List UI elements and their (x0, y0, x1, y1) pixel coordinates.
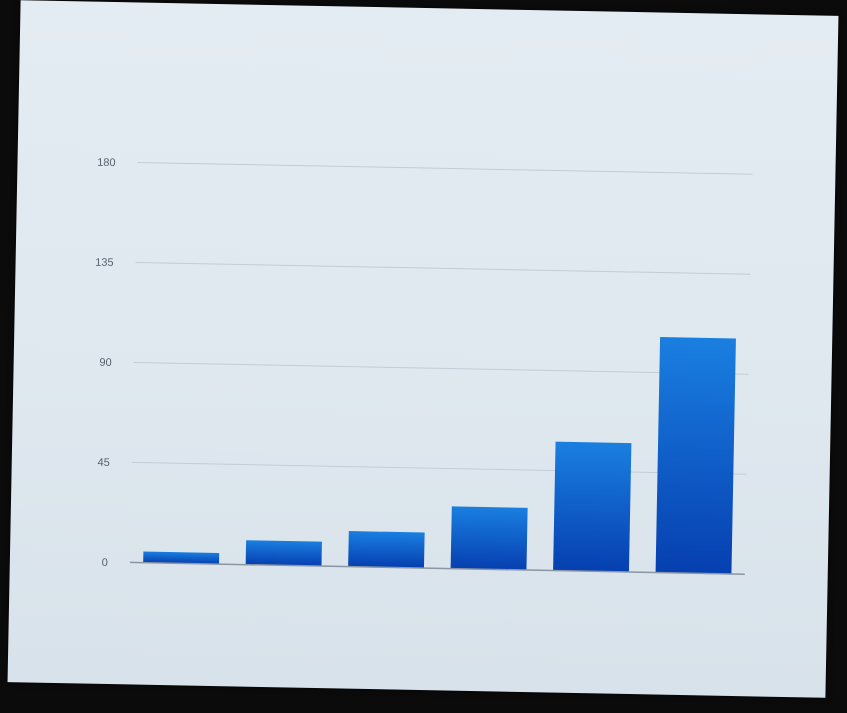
bar-1 (143, 551, 220, 565)
bar-4 (450, 506, 528, 571)
y-tick-label: 45 (97, 457, 109, 469)
gridline (135, 261, 751, 275)
gridline (137, 161, 753, 175)
gridline (131, 461, 747, 475)
bar-chart: 0 45 90 135 180 (95, 157, 753, 575)
bar-6 (655, 336, 736, 574)
bar-2 (245, 540, 322, 567)
y-tick-label: 0 (102, 557, 108, 569)
y-axis-ticks: 0 45 90 135 180 (95, 157, 116, 569)
chart-slide: 0 45 90 135 180 (7, 0, 839, 698)
bar-5 (553, 441, 632, 572)
y-tick-label: 135 (95, 257, 114, 269)
bars (143, 336, 736, 574)
y-tick-label: 180 (97, 157, 116, 169)
x-axis-line (129, 561, 745, 575)
gridline (133, 361, 749, 375)
y-tick-label: 90 (99, 357, 111, 369)
bar-3 (348, 531, 425, 569)
